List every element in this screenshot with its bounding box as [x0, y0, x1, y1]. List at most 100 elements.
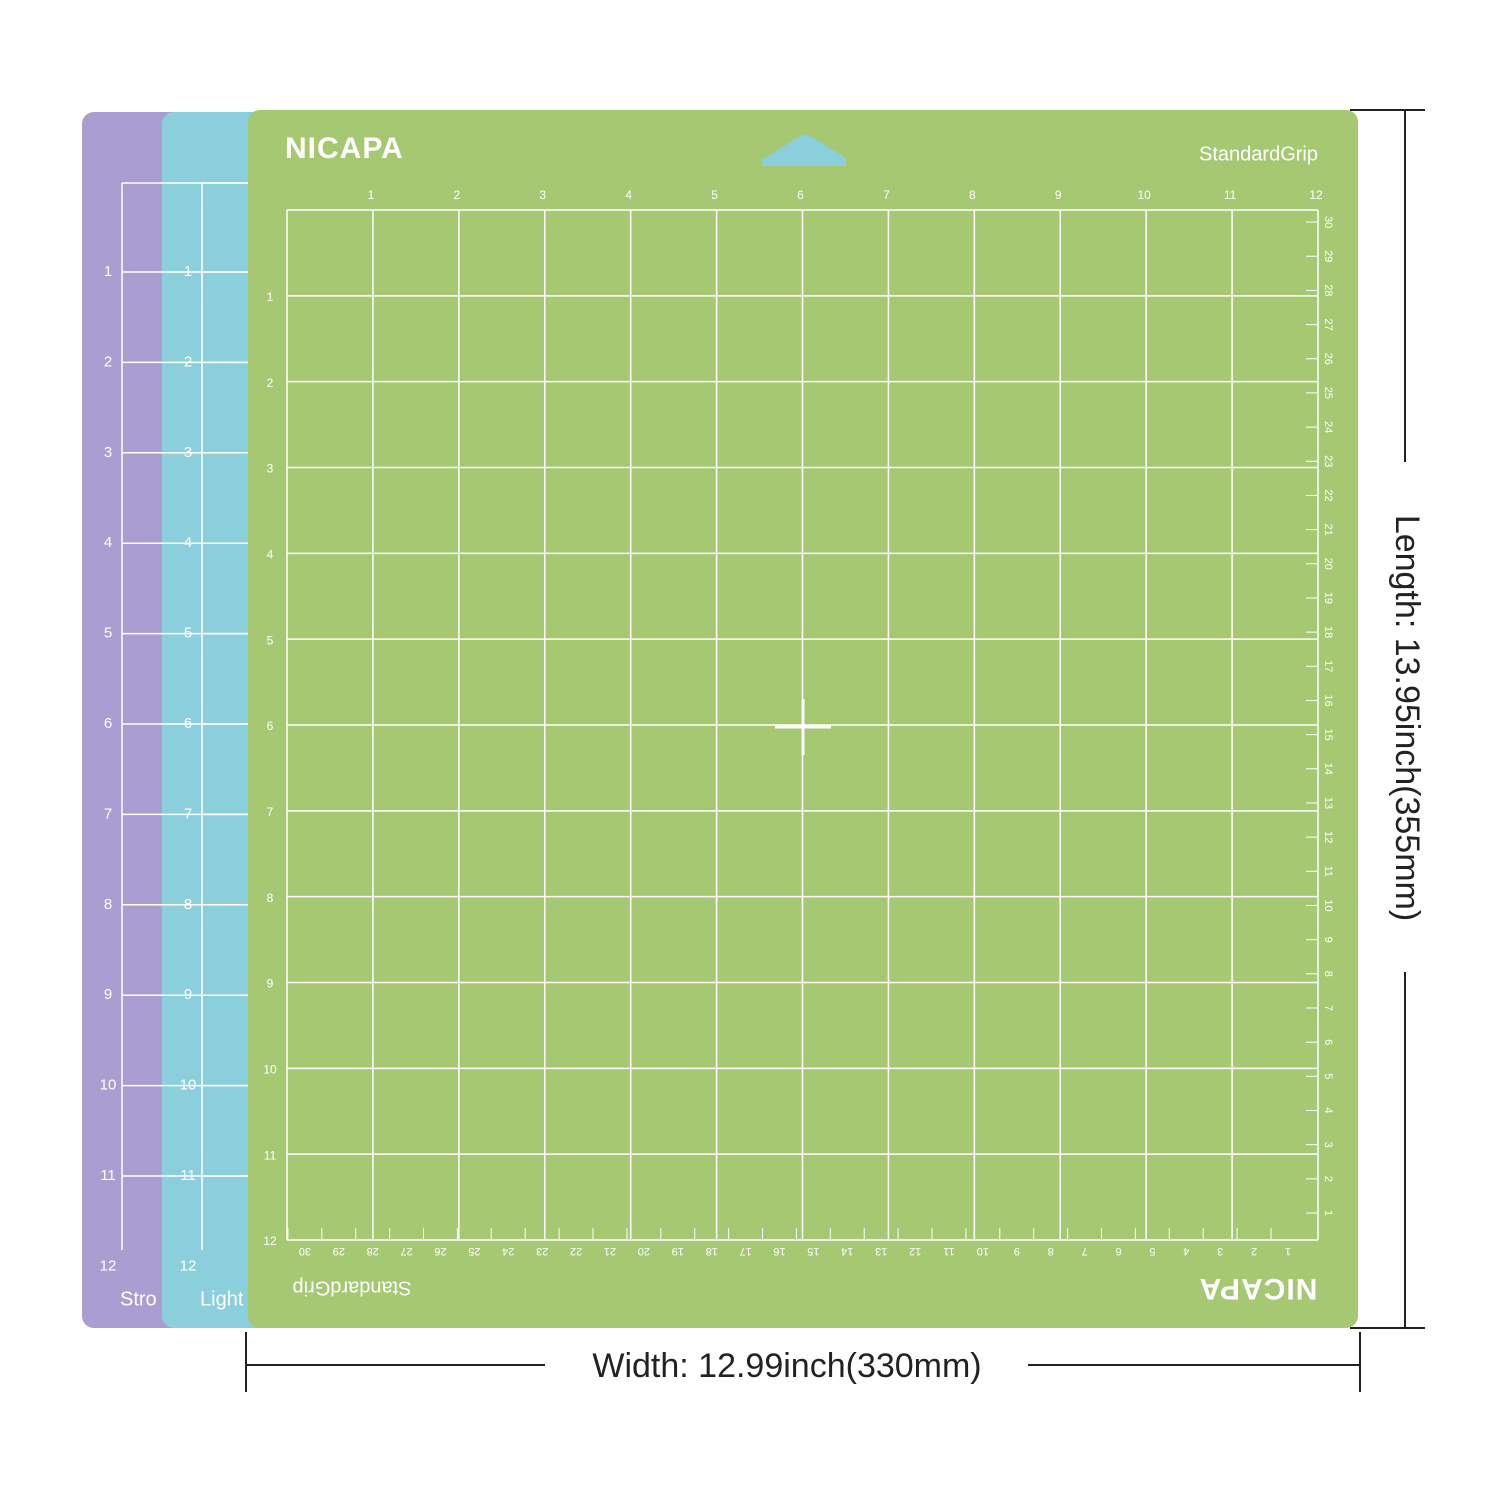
bottom-ruler-number: 1	[1285, 1245, 1291, 1257]
right-ruler-number: 12	[1322, 831, 1334, 843]
mat-ruler-number: 8	[184, 896, 192, 913]
right-ruler-number: 13	[1322, 797, 1334, 809]
right-ruler-number: 21	[1322, 523, 1334, 535]
left-ruler-number: 12	[263, 1234, 277, 1248]
bottom-ruler-number: 18	[706, 1245, 718, 1257]
bottom-ruler-number: 14	[841, 1245, 853, 1257]
mat-ruler-number: 5	[104, 625, 112, 642]
mat-ruler-number: 7	[184, 805, 192, 822]
mat-ruler-number: 11	[180, 1167, 196, 1184]
left-ruler-number: 6	[267, 719, 274, 733]
bottom-ruler-number: 6	[1115, 1245, 1121, 1257]
right-ruler-number: 23	[1322, 455, 1334, 467]
right-ruler-number: 25	[1322, 387, 1334, 399]
right-ruler-number: 14	[1322, 763, 1334, 775]
logo: NICAPA	[285, 132, 404, 165]
mat-ruler-number: 6	[184, 715, 192, 732]
top-ruler-number: 9	[1055, 188, 1062, 202]
left-ruler-number: 4	[267, 548, 274, 562]
bottom-ruler-number: 16	[773, 1245, 785, 1257]
bottom-ruler-number: 26	[434, 1245, 446, 1257]
left-ruler-number: 11	[264, 1148, 277, 1162]
top-ruler-number: 10	[1137, 188, 1151, 202]
dimension-lines	[245, 109, 1425, 1392]
top-ruler-number: 3	[539, 188, 546, 202]
mat-ruler-number: 9	[184, 986, 192, 1003]
top-ruler-number: 2	[453, 188, 460, 202]
bottom-ruler-number: 22	[570, 1245, 582, 1257]
bottom-ruler-number: 2	[1251, 1245, 1257, 1257]
left-ruler-number: 8	[267, 891, 274, 905]
bottom-ruler-number: 27	[400, 1245, 412, 1257]
bottom-ruler-number: 17	[739, 1245, 751, 1257]
top-ruler-number: 12	[1309, 188, 1323, 202]
mat-ruler-number: 3	[104, 444, 112, 461]
bottom-ruler-number: 13	[875, 1245, 887, 1257]
top-ruler-number: 8	[969, 188, 976, 202]
mat-ruler-number: 9	[104, 986, 112, 1003]
top-ruler-number: 7	[883, 188, 890, 202]
top-ruler-number: 4	[625, 188, 632, 202]
mat-ruler-number: 12	[180, 1257, 197, 1274]
right-ruler-number: 22	[1322, 489, 1334, 501]
right-ruler-number: 6	[1322, 1039, 1334, 1045]
mat-ruler-number: 10	[180, 1077, 197, 1094]
bottom-ruler-number: 7	[1082, 1245, 1088, 1257]
right-ruler-number: 28	[1322, 284, 1334, 296]
mat-ruler-number: 11	[100, 1167, 116, 1184]
bottom-ruler-number: 30	[299, 1245, 311, 1257]
right-ruler-number: 11	[1322, 866, 1334, 877]
left-ruler-number: 2	[267, 376, 274, 390]
mat-ruler-number: 8	[104, 896, 112, 913]
mat-ruler-number: 10	[100, 1077, 117, 1094]
right-ruler-number: 15	[1322, 728, 1334, 740]
right-ruler-number: 26	[1322, 353, 1334, 365]
right-ruler-number: 5	[1322, 1073, 1334, 1079]
width-label: Width: 12.99inch(330mm)	[592, 1347, 981, 1385]
mat-ruler-number: 1	[104, 263, 112, 280]
bottom-ruler-number: 25	[468, 1245, 480, 1257]
bottom-ruler-number: 10	[977, 1245, 989, 1257]
right-ruler-number: 8	[1322, 971, 1334, 977]
left-ruler-number: 10	[263, 1063, 277, 1077]
left-ruler-number: 1	[267, 290, 274, 304]
right-ruler-number: 29	[1322, 250, 1334, 262]
bottom-ruler-number: 28	[367, 1245, 379, 1257]
left-ruler-number: 7	[267, 805, 274, 819]
bottom-ruler-number: 21	[604, 1245, 616, 1257]
bottom-ruler-number: 4	[1183, 1245, 1189, 1257]
bottom-ruler-number: 15	[807, 1245, 819, 1257]
right-ruler-number: 9	[1322, 937, 1334, 943]
top-ruler-number: 5	[711, 188, 718, 202]
mat-ruler-number: 1	[184, 263, 192, 280]
tab-cutout	[762, 134, 846, 166]
mat-grip-label: Light	[200, 1288, 244, 1310]
left-ruler-number: 9	[267, 977, 274, 991]
mat-ruler-number: 2	[104, 353, 112, 370]
right-ruler-number: 4	[1322, 1107, 1334, 1113]
bottom-ruler-number: 12	[909, 1245, 921, 1257]
right-ruler-number: 10	[1322, 899, 1334, 911]
left-ruler-number: 3	[267, 462, 274, 476]
bottom-ruler-number: 5	[1149, 1245, 1155, 1257]
mat-grip-label: Stro	[120, 1288, 157, 1310]
logo-rotated: NICAPA	[1199, 1272, 1318, 1305]
right-ruler-number: 7	[1322, 1005, 1334, 1011]
right-ruler-number: 24	[1322, 421, 1334, 433]
mat-ruler-number: 2	[184, 353, 192, 370]
bottom-ruler-number: 9	[1014, 1245, 1020, 1257]
grip-label-rotated: StandardGrip	[293, 1277, 412, 1299]
bottom-ruler-number: 3	[1217, 1245, 1223, 1257]
bottom-ruler-number: 29	[333, 1245, 345, 1257]
bottom-ruler-number: 19	[672, 1245, 684, 1257]
bottom-ruler-number: 11	[943, 1245, 954, 1257]
right-ruler-number: 20	[1322, 558, 1334, 570]
mat-ruler-number: 12	[100, 1257, 117, 1274]
top-ruler-number: 11	[1224, 188, 1237, 202]
right-ruler-number: 17	[1322, 660, 1334, 672]
right-ruler-number: 19	[1322, 592, 1334, 604]
right-ruler-number: 30	[1322, 216, 1334, 228]
right-ruler-number: 27	[1322, 318, 1334, 330]
right-ruler-number: 2	[1322, 1176, 1334, 1182]
